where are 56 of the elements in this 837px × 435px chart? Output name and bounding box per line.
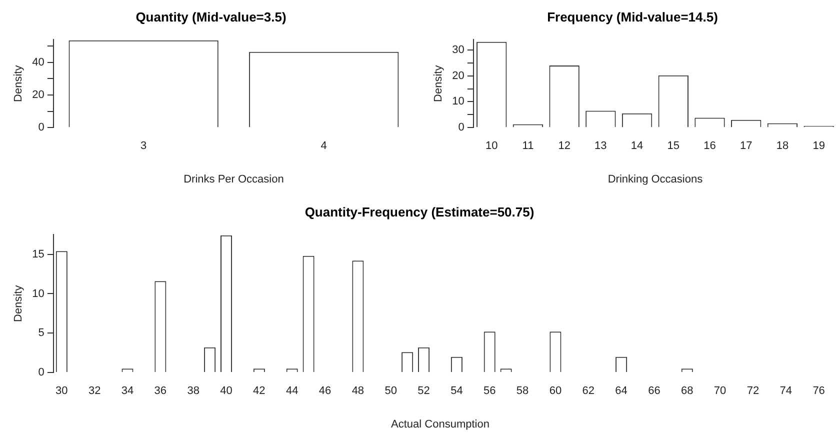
y-tick-label: 5: [38, 327, 44, 340]
x-tick-label: 14: [630, 140, 644, 152]
x-tick-label: 64: [615, 385, 628, 398]
x-tick-label: 54: [450, 385, 463, 398]
x-tick-label: 12: [558, 140, 570, 152]
x-tick-label: 66: [648, 385, 660, 398]
x-tick-label: 18: [776, 140, 789, 152]
y-tick-label: 0: [38, 122, 44, 134]
y-tick-label: 40: [32, 56, 44, 68]
chart-title: Quantity (Mid-value=3.5): [136, 9, 286, 24]
x-tick-label: 3: [140, 140, 147, 152]
x-tick-label: 58: [516, 385, 529, 398]
y-tick-label: 0: [38, 366, 44, 379]
x-tick-label: 70: [714, 385, 726, 398]
x-tick-label: 15: [667, 140, 680, 152]
x-tick-label: 52: [418, 385, 430, 398]
x-tick-label: 56: [483, 385, 496, 398]
x-tick-label: 48: [352, 385, 364, 398]
x-tick-label: 42: [253, 385, 266, 398]
x-tick-label: 17: [740, 140, 752, 152]
y-tick-label: 0: [458, 122, 464, 134]
x-tick-label: 40: [220, 385, 232, 398]
y-tick-label: 10: [452, 96, 464, 108]
x-tick-label: 74: [780, 385, 792, 398]
y-axis-title: Density: [12, 284, 25, 322]
x-tick-label: 68: [681, 385, 694, 398]
x-tick-label: 72: [746, 385, 760, 398]
x-tick-label: 60: [549, 385, 562, 398]
x-tick-label: 50: [384, 385, 397, 398]
x-tick-label: 32: [88, 385, 101, 398]
x-axis-title: Actual Consumption: [391, 418, 490, 430]
x-axis-title: Drinks Per Occasion: [184, 173, 284, 186]
x-axis-title: Drinking Occasions: [608, 173, 704, 186]
y-axis-title: Density: [432, 64, 445, 102]
y-tick-label: 20: [32, 89, 44, 102]
x-tick-label: 13: [594, 140, 607, 152]
y-tick-label: 15: [32, 248, 44, 260]
x-tick-label: 19: [812, 140, 825, 152]
x-tick-label: 44: [286, 385, 298, 398]
x-tick-label: 36: [154, 385, 167, 398]
x-tick-label: 38: [187, 385, 200, 398]
x-tick-label: 46: [318, 385, 332, 398]
y-tick-label: 10: [32, 288, 44, 300]
chart-title: Frequency (Mid-value=14.5): [547, 9, 718, 24]
y-tick-label: 30: [452, 44, 464, 56]
y-tick-label: 20: [452, 70, 464, 82]
x-tick-label: 30: [56, 385, 68, 398]
x-tick-label: 34: [121, 385, 134, 398]
x-tick-label: 10: [485, 140, 498, 152]
x-tick-label: 16: [704, 140, 716, 152]
x-tick-label: 62: [582, 385, 595, 398]
y-axis-title: Density: [12, 64, 25, 102]
x-tick-label: 11: [522, 140, 534, 152]
chart-title: Quantity-Frequency (Estimate=50.75): [304, 204, 534, 220]
x-tick-label: 76: [812, 385, 825, 398]
x-tick-label: 4: [320, 140, 327, 152]
